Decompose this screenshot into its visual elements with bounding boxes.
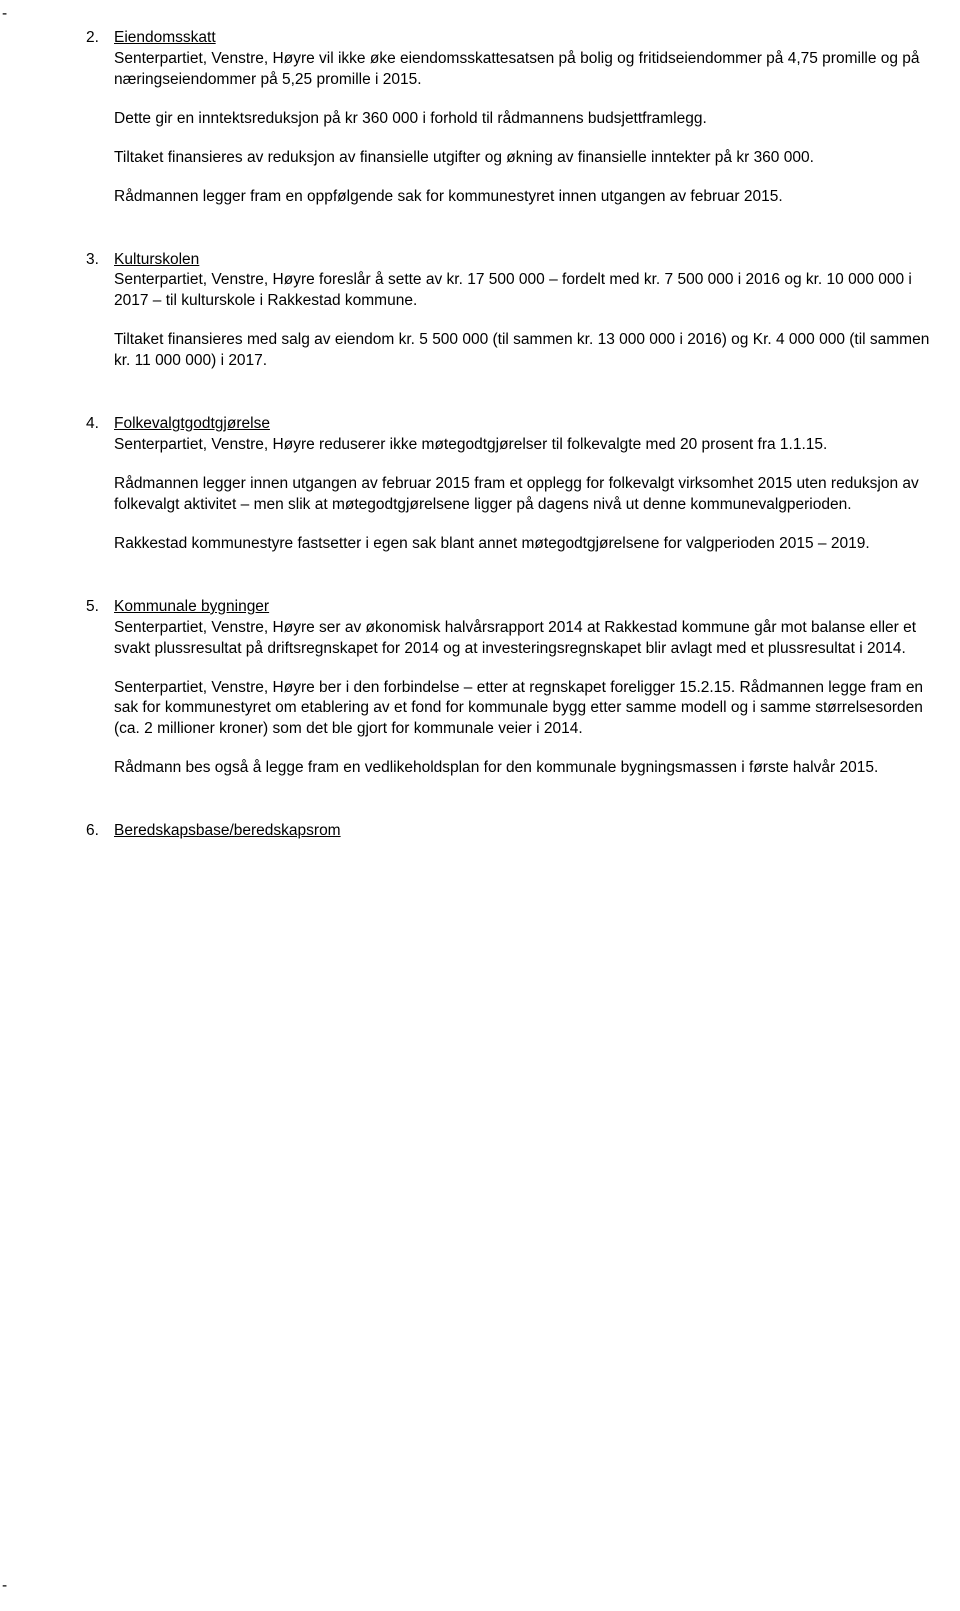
item-2-para-1: Senterpartiet, Venstre, Høyre vil ikke ø… bbox=[114, 50, 920, 88]
item-5-para-1: Senterpartiet, Venstre, Høyre ser av øko… bbox=[114, 619, 916, 657]
list-item-4: Folkevalgtgodtgjørelse Senterpartiet, Ve… bbox=[86, 414, 940, 555]
item-5-para-2: Senterpartiet, Venstre, Høyre ber i den … bbox=[114, 678, 940, 741]
list-item-2: Eiendomsskatt Senterpartiet, Venstre, Hø… bbox=[86, 28, 940, 208]
item-2-para-3: Tiltaket finansieres av reduksjon av fin… bbox=[114, 148, 940, 169]
numbered-list: Eiendomsskatt Senterpartiet, Venstre, Hø… bbox=[86, 28, 940, 842]
item-2-para-4: Rådmannen legger fram en oppfølgende sak… bbox=[114, 187, 940, 208]
item-2-intro: Eiendomsskatt Senterpartiet, Venstre, Hø… bbox=[114, 28, 940, 91]
item-3-para-2: Tiltaket finansieres med salg av eiendom… bbox=[114, 330, 940, 372]
item-3-heading: Kulturskolen bbox=[114, 251, 199, 268]
item-4-intro: Folkevalgtgodtgjørelse Senterpartiet, Ve… bbox=[114, 414, 940, 456]
item-5-intro: Kommunale bygninger Senterpartiet, Venst… bbox=[114, 597, 940, 660]
item-4-para-2: Rådmannen legger innen utgangen av febru… bbox=[114, 474, 940, 516]
list-item-5: Kommunale bygninger Senterpartiet, Venst… bbox=[86, 597, 940, 779]
item-2-heading: Eiendomsskatt bbox=[114, 29, 216, 46]
list-item-3: Kulturskolen Senterpartiet, Venstre, Høy… bbox=[86, 250, 940, 373]
item-4-para-3: Rakkestad kommunestyre fastsetter i egen… bbox=[114, 534, 940, 555]
item-3-para-1: Senterpartiet, Venstre, Høyre foreslår å… bbox=[114, 271, 912, 309]
bottom-dash-marker: - bbox=[2, 1576, 7, 1597]
item-2-para-2: Dette gir en inntektsreduksjon på kr 360… bbox=[114, 109, 940, 130]
item-5-heading: Kommunale bygninger bbox=[114, 598, 269, 615]
item-5-para-3: Rådmann bes også å legge fram en vedlike… bbox=[114, 758, 940, 779]
item-4-para-1: Senterpartiet, Venstre, Høyre reduserer … bbox=[114, 436, 827, 453]
item-6-heading: Beredskapsbase/beredskapsrom bbox=[114, 822, 341, 839]
item-4-heading: Folkevalgtgodtgjørelse bbox=[114, 415, 270, 432]
item-3-intro: Kulturskolen Senterpartiet, Venstre, Høy… bbox=[114, 250, 940, 313]
list-item-6: Beredskapsbase/beredskapsrom bbox=[86, 821, 940, 842]
top-dash-marker: - bbox=[2, 4, 7, 25]
document-page: - Eiendomsskatt Senterpartiet, Venstre, … bbox=[0, 0, 960, 1611]
